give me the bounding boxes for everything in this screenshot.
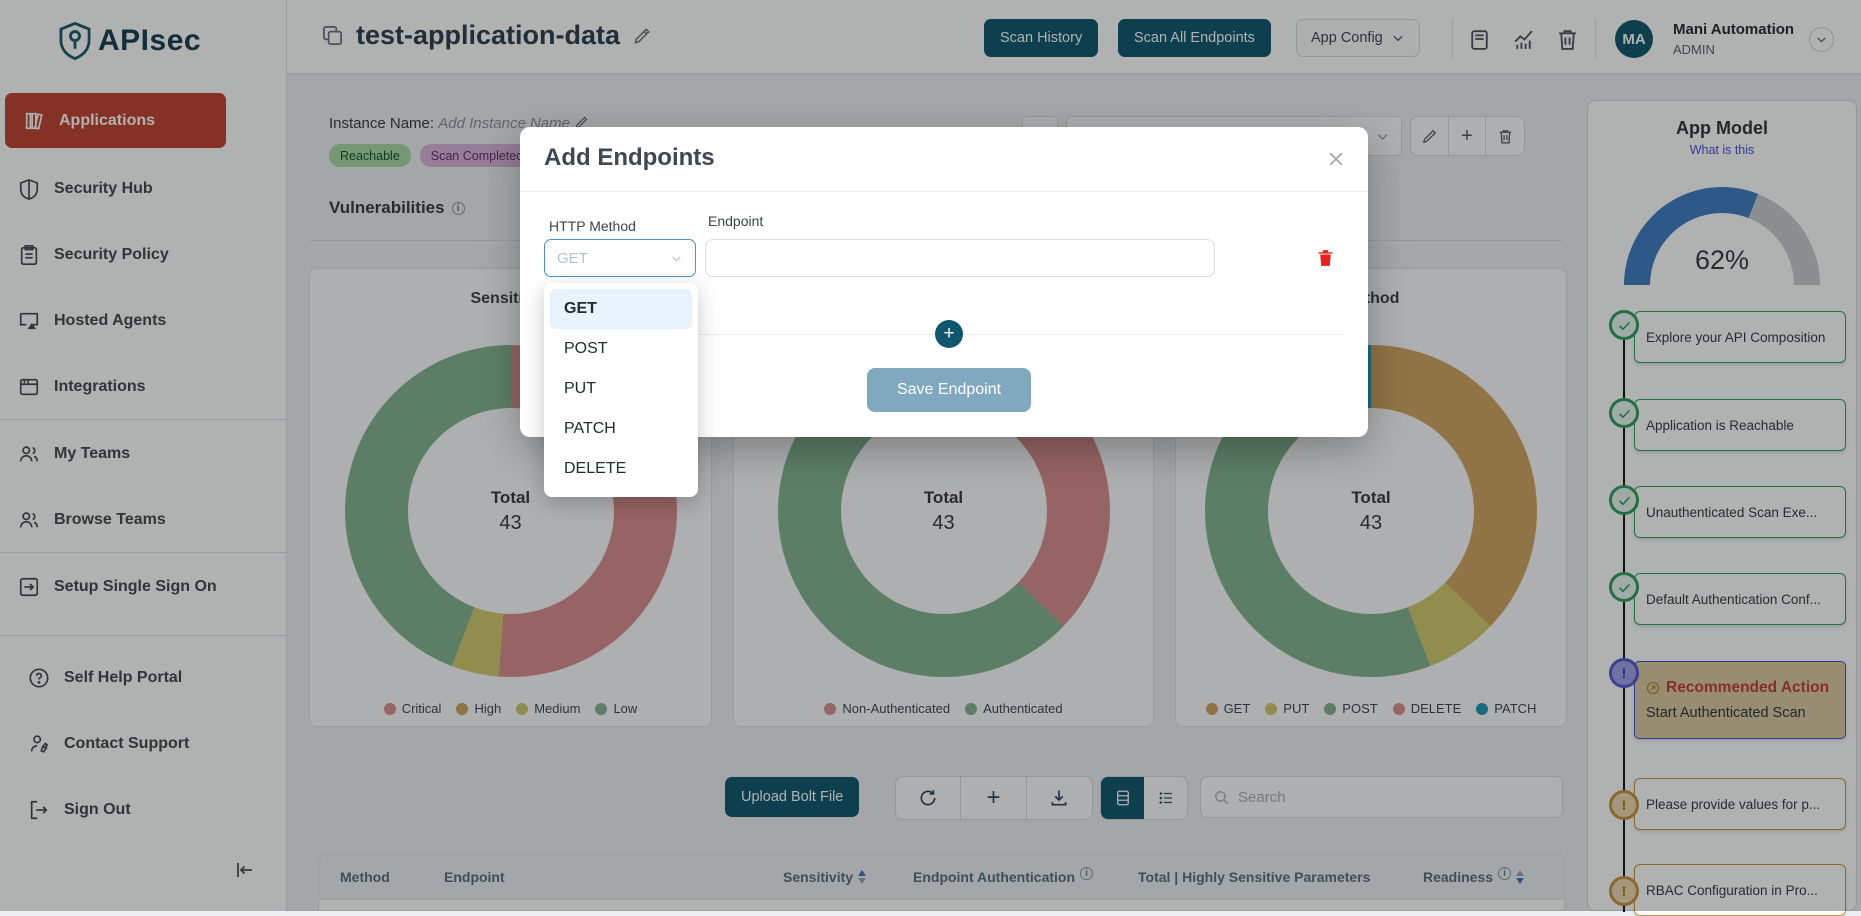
http-method-select[interactable]: GET — [544, 239, 696, 277]
http-method-value: GET — [557, 250, 588, 267]
http-method-dropdown: GET POST PUT PATCH DELETE — [544, 283, 698, 497]
save-endpoint-button[interactable]: Save Endpoint — [867, 368, 1031, 412]
add-row-plus-button[interactable]: + — [935, 320, 963, 348]
endpoint-input[interactable] — [705, 239, 1215, 277]
http-method-label: HTTP Method — [549, 218, 636, 234]
dropdown-option-post[interactable]: POST — [550, 329, 692, 369]
modal-title: Add Endpoints — [544, 144, 715, 172]
modal-divider — [520, 191, 1368, 192]
endpoint-label: Endpoint — [708, 213, 763, 229]
dropdown-option-put[interactable]: PUT — [550, 369, 692, 409]
dropdown-option-delete[interactable]: DELETE — [550, 449, 692, 489]
dropdown-option-patch[interactable]: PATCH — [550, 409, 692, 449]
dropdown-option-get[interactable]: GET — [550, 289, 692, 329]
delete-row-trash-icon[interactable] — [1315, 247, 1336, 268]
chevron-down-icon — [670, 252, 683, 265]
close-icon[interactable] — [1326, 149, 1346, 169]
